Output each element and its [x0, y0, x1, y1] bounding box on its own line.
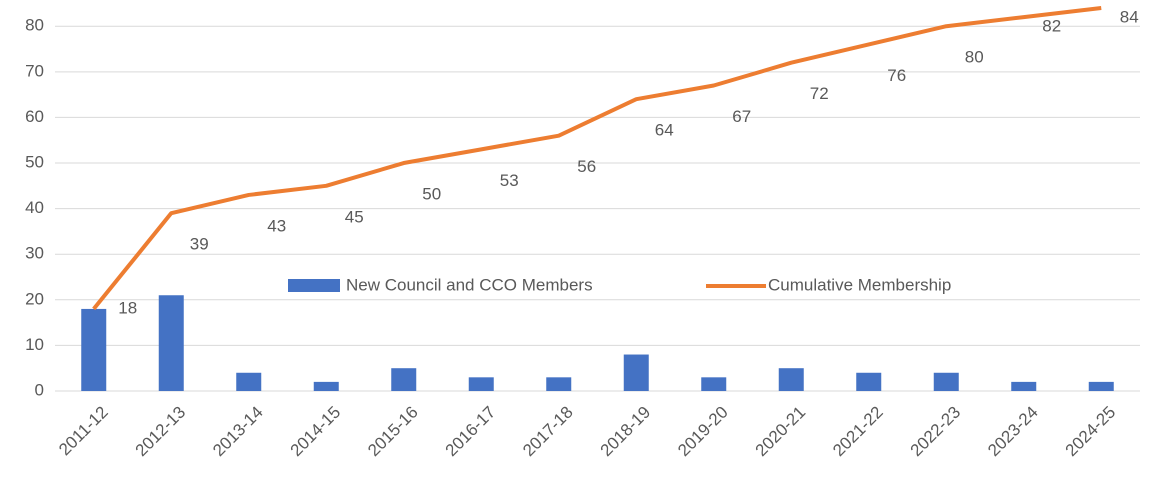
bar — [1011, 381, 1037, 391]
data-label: 43 — [267, 216, 286, 235]
x-tick-label: 2023-24 — [984, 403, 1042, 461]
y-tick-label: 20 — [25, 289, 44, 308]
data-label: 80 — [965, 48, 984, 67]
data-label: 56 — [577, 157, 596, 176]
data-label: 50 — [422, 185, 441, 204]
x-tick-label: 2019-20 — [674, 403, 732, 461]
x-tick-label: 2011-12 — [55, 403, 112, 460]
y-tick-label: 70 — [25, 61, 44, 80]
bar — [391, 368, 417, 391]
bar — [468, 377, 494, 391]
bar — [933, 372, 959, 391]
data-label: 64 — [655, 121, 674, 140]
y-tick-label: 10 — [25, 335, 44, 354]
x-tick-label: 2014-15 — [287, 403, 345, 461]
x-tick-label: 2013-14 — [209, 403, 267, 461]
x-tick-label: 2022-23 — [907, 403, 965, 461]
y-tick-label: 40 — [25, 198, 44, 217]
x-tick-label: 2020-21 — [752, 403, 810, 461]
bar — [158, 295, 184, 391]
x-tick-label: 2015-16 — [364, 403, 422, 461]
data-label: 18 — [118, 298, 137, 317]
data-label: 72 — [810, 84, 829, 103]
data-label: 53 — [500, 171, 519, 190]
line — [92, 6, 1102, 311]
data-label: 67 — [732, 107, 751, 126]
x-tick-label: 2021-22 — [829, 403, 887, 461]
y-tick-label: 60 — [25, 107, 44, 126]
x-tick-label: 2016-17 — [442, 403, 500, 461]
x-tick-label: 2024-25 — [1062, 403, 1120, 461]
bar — [623, 354, 649, 391]
data-label: 45 — [345, 207, 364, 226]
x-tick-label: 2017-18 — [519, 403, 577, 461]
bar — [236, 372, 262, 391]
legend-label: Cumulative Membership — [768, 275, 951, 294]
x-tick-label: 2012-13 — [132, 403, 190, 461]
bar — [81, 308, 107, 391]
y-tick-label: 0 — [35, 380, 44, 399]
bar — [1088, 381, 1114, 391]
data-label: 39 — [190, 235, 209, 254]
x-tick-label: 2018-19 — [597, 403, 655, 461]
bar — [701, 377, 727, 391]
data-label: 84 — [1120, 7, 1139, 26]
bar — [856, 372, 882, 391]
legend-label: New Council and CCO Members — [346, 275, 593, 294]
y-tick-label: 80 — [25, 16, 44, 35]
bar — [778, 368, 804, 391]
data-label: 76 — [887, 66, 906, 85]
data-label: 82 — [1042, 17, 1061, 36]
y-tick-label: 50 — [25, 153, 44, 172]
y-tick-label: 30 — [25, 244, 44, 263]
bar — [313, 381, 339, 391]
legend-swatch — [288, 279, 340, 292]
bar — [546, 377, 572, 391]
